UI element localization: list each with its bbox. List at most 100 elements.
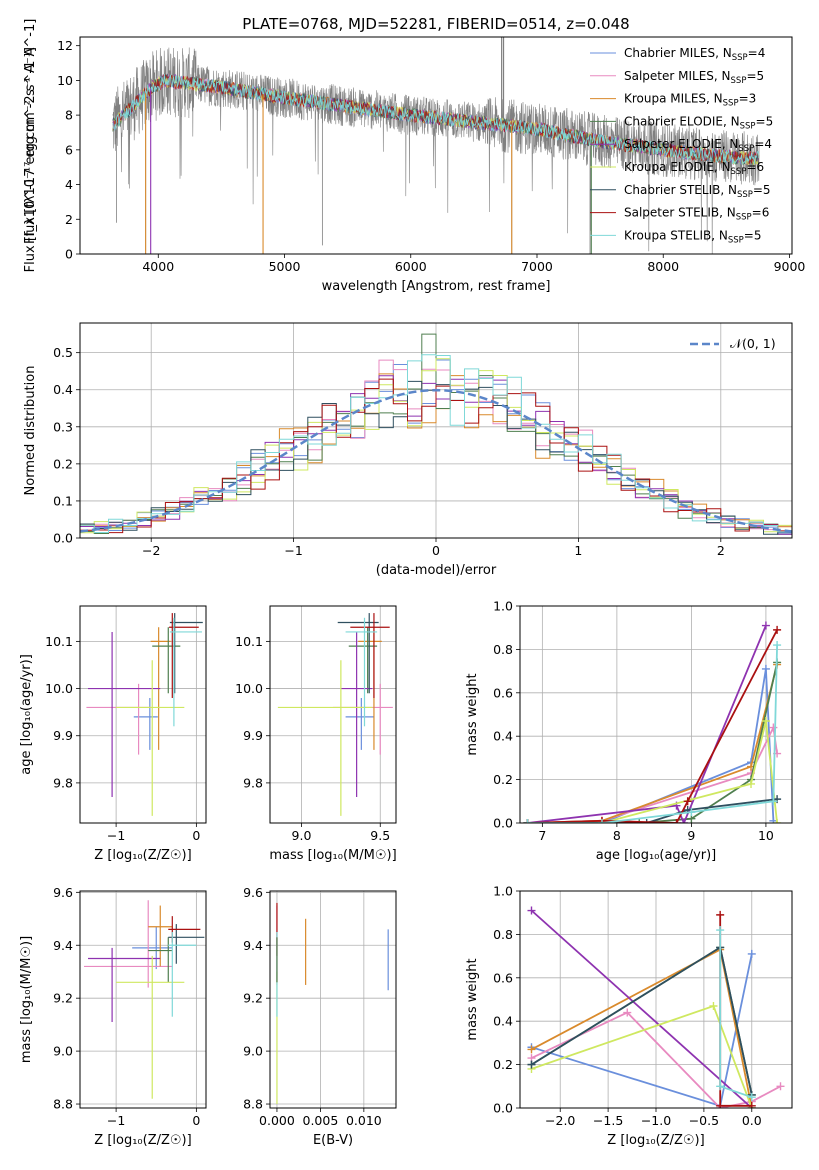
y-tick-label: 0.2: [493, 772, 513, 787]
y-tick-label: 9.9: [243, 728, 263, 743]
y-tick-label: 4: [65, 177, 73, 192]
y-tick-label: 9.8: [243, 775, 263, 790]
legend-label: Salpeter MILES, NSSP=5: [624, 69, 764, 86]
marker-plus: [642, 819, 651, 823]
y-tick-label: 0.2: [493, 1057, 513, 1072]
panel-spectrum: 4000 5000 6000 7000 8000 9000 0 2 4 6 8 10 12 wavelen…: [23, 19, 805, 294]
marker-plus: [761, 664, 770, 673]
x-tick-label: 4000: [142, 259, 174, 274]
legend-label: Chabrier MILES, NSSP=4: [624, 46, 765, 63]
x-tick-label: 9.5: [370, 828, 390, 843]
legend-sub: SSP: [723, 99, 739, 109]
y-tick-label: 0.6: [493, 685, 513, 700]
y-tick-label: 10.0: [235, 681, 263, 696]
marker-plus: [523, 819, 532, 823]
legend-label: 𝒩(0, 1): [730, 336, 776, 351]
legend-value: =6: [746, 160, 764, 174]
legend-sub: SSP: [731, 76, 747, 86]
legend-label: Chabrier STELIB, NSSP=5: [624, 183, 771, 200]
axes-frame: [519, 890, 793, 1109]
legend-label: Kroupa STELIB, NSSP=5: [624, 228, 762, 245]
x-tick-label: −1: [107, 1113, 125, 1128]
y-tick-label: 10: [57, 73, 73, 88]
y-tick-label: 0.5: [53, 345, 73, 360]
axes-frame: [79, 322, 793, 539]
x-axis-label: (data-model)/error: [376, 563, 497, 578]
marker-plus: [761, 717, 770, 726]
y-tick-label: 8.8: [243, 1097, 263, 1112]
hist-salpeter-stelib: [80, 378, 792, 534]
axes-frame: [269, 890, 397, 1109]
y-tick-label: 0: [65, 247, 73, 262]
line-chabrier-stelib: [527, 798, 778, 823]
marker-plus: [761, 621, 770, 630]
legend-value: =5: [744, 228, 762, 242]
x-axis-label: age [log₁₀(age/yr)]: [596, 848, 717, 863]
marker-plus: [773, 819, 782, 823]
y-tick-label: 0.0: [493, 816, 513, 831]
x-tick-label: 5000: [269, 259, 301, 274]
figure-title: PLATE=0768, MJD=52281, FIBERID=0514, z=0…: [242, 15, 629, 33]
legend-label: Kroupa MILES, NSSP=3: [624, 92, 756, 109]
x-tick-label: −1.5: [593, 1113, 623, 1128]
y-tick-label: 12: [57, 38, 73, 53]
marker-plus: [635, 819, 644, 823]
marker-plus: [527, 906, 536, 915]
marker-plus: [527, 1045, 536, 1054]
line-chabrier-miles: [527, 668, 775, 823]
y-tick-label: 1.0: [493, 884, 513, 899]
y-tick-label: 9.0: [53, 1044, 73, 1059]
plot-area: [277, 613, 393, 816]
legend-sub: SSP: [731, 167, 747, 177]
y-tick-label: 0.0: [53, 531, 73, 546]
legend-value: =5: [746, 69, 764, 83]
y-axis-label: mass [log₁₀(M/M☉)]: [19, 936, 34, 1063]
gaussian-curve: [80, 388, 792, 533]
legend-value: =4: [748, 46, 766, 60]
y-tick-label: 9.2: [243, 991, 263, 1006]
y-tick-label: 1.0: [493, 599, 513, 614]
x-tick-label: 0.000: [259, 1113, 295, 1128]
y-tick-label: 0.4: [493, 729, 513, 744]
x-tick-label: −1: [107, 828, 125, 843]
marker-plus: [683, 797, 692, 806]
line-salpeter-stelib: [719, 914, 752, 1107]
y-tick-label: 0.3: [53, 419, 73, 434]
x-tick-label: 0.0: [742, 1113, 762, 1128]
marker-plus: [623, 1008, 632, 1017]
y-tick-label: 9.6: [243, 885, 263, 900]
x-tick-label: −1.0: [641, 1113, 671, 1128]
legend-value: =5: [756, 114, 774, 128]
marker-plus: [747, 779, 756, 788]
data-spectrum: [112, 47, 760, 254]
marker-plus: [687, 808, 696, 817]
legend-value: =4: [754, 137, 772, 151]
legend-label: Kroupa ELODIE, NSSP=6: [624, 160, 764, 177]
y-axis-label: Flux [f_λ10^-17 erg cm^-2 s^-1 A^-1]: [23, 19, 38, 273]
panel-mass_weight_vs_age: 7 8 9 10 0.0 0.2 0.4 0.6 0.8 1.0 age [log₁₀(age/yr…: [465, 599, 793, 863]
marker-plus: [716, 1101, 725, 1108]
x-tick-label: −1: [284, 543, 302, 558]
marker-plus: [773, 625, 782, 634]
x-tick-label: 7000: [521, 259, 553, 274]
plot-area: [86, 613, 203, 816]
model-spectrum-kroupa-stelib: [112, 74, 760, 166]
axes-frame: [79, 36, 793, 255]
x-tick-label: 9: [687, 828, 695, 843]
y-tick-label: 2: [65, 212, 73, 227]
legend-sub: SSP: [740, 121, 756, 131]
y-axis-label: Normed distribution: [23, 366, 38, 496]
plot-area: [523, 621, 782, 823]
y-tick-label: 10.0: [45, 681, 73, 696]
marker-plus: [527, 1060, 536, 1069]
y-tick-label: 8: [65, 108, 73, 123]
x-tick-label: 2: [717, 543, 725, 558]
x-tick-label: 9000: [774, 259, 806, 274]
axes-frame: [79, 890, 207, 1109]
hist-kroupa-stelib: [80, 354, 792, 533]
line-chabrier-miles: [531, 953, 753, 1107]
y-axis-label: Flux [fλ10⁻¹⁷ erg cm⁻² s⁻¹ A⁻¹]: [23, 47, 38, 244]
legend-sub: SSP: [737, 190, 753, 200]
x-tick-label: 1: [574, 543, 582, 558]
legend-label: Chabrier ELODIE, NSSP=5: [624, 114, 773, 131]
